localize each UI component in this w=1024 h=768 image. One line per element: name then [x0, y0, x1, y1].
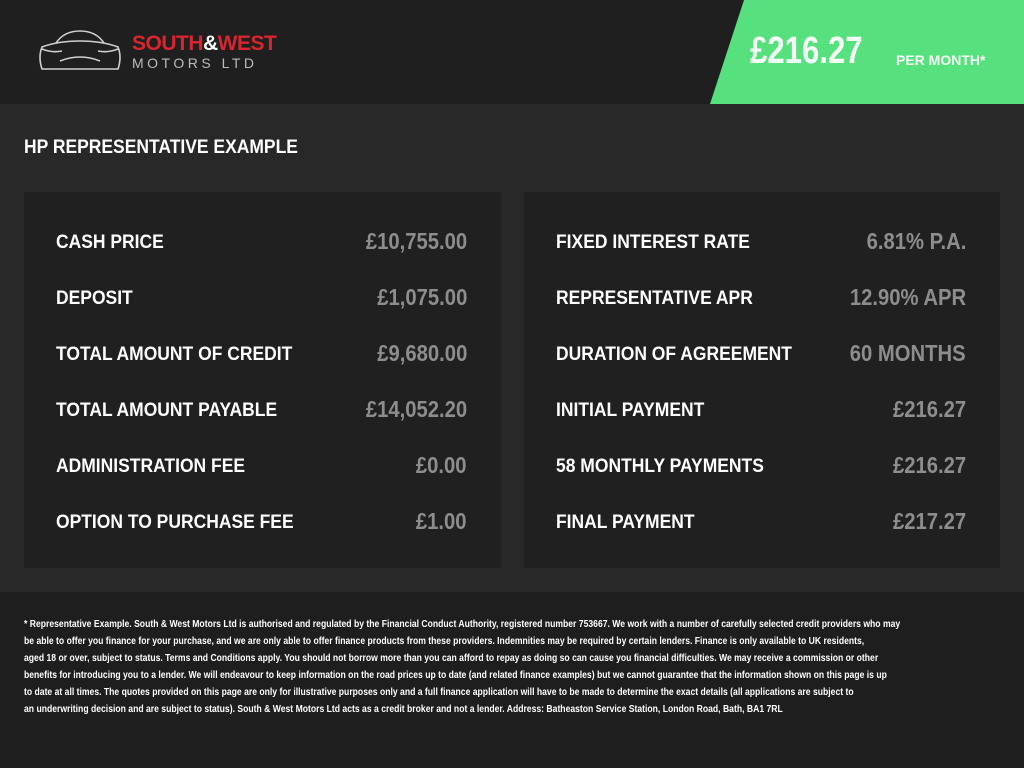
- row-label: FINAL PAYMENT: [556, 512, 695, 533]
- row-label: DEPOSIT: [56, 288, 133, 309]
- row-label: CASH PRICE: [56, 232, 164, 253]
- row-value: £216.27: [892, 452, 966, 478]
- brand-name: SOUTH&WEST: [132, 32, 277, 55]
- row-label: TOTAL AMOUNT PAYABLE: [56, 400, 278, 421]
- row-value: £1.00: [416, 508, 467, 534]
- per-month-label: PER MONTH*: [896, 52, 986, 68]
- row-label: FIXED INTEREST RATE: [556, 232, 750, 253]
- footer: * Representative Example. South & West M…: [0, 592, 1024, 768]
- row-label: TOTAL AMOUNT OF CREDIT: [56, 344, 293, 365]
- row-value: 60 MONTHS: [850, 340, 966, 366]
- disclaimer-line: an underwriting decision and are subject…: [24, 703, 783, 715]
- finance-panel-left: CASH PRICE £10,755.00 DEPOSIT £1,075.00 TO…: [24, 192, 501, 568]
- monthly-price-badge: £216.27 PER MONTH*: [710, 0, 1024, 104]
- disclaimer-line: to date at all times. The quotes provide…: [24, 686, 854, 698]
- section-title: HP REPRESENTATIVE EXAMPLE: [24, 137, 298, 158]
- disclaimer-line: benefits for introducing you to a lender…: [24, 669, 887, 681]
- row-label: REPRESENTATIVE APR: [556, 288, 753, 309]
- disclaimer: * Representative Example. South & West M…: [24, 616, 1024, 718]
- row-value: £1,075.00: [376, 284, 467, 310]
- finance-row: 58 MONTHLY PAYMENTS £216.27: [524, 450, 1000, 506]
- row-label: 58 MONTHLY PAYMENTS: [556, 456, 764, 477]
- row-value: £10,755.00: [365, 228, 467, 254]
- logo[interactable]: SOUTH&WEST MOTORS LTD: [38, 26, 308, 78]
- finance-panel-right: FIXED INTEREST RATE 6.81% P.A. REPRESENTA…: [524, 192, 1000, 568]
- finance-row: REPRESENTATIVE APR 12.90% APR: [524, 282, 1000, 338]
- finance-row: DURATION OF AGREEMENT 60 MONTHS: [524, 338, 1000, 394]
- finance-row: TOTAL AMOUNT PAYABLE £14,052.20: [24, 394, 501, 450]
- finance-row: DEPOSIT £1,075.00: [24, 282, 501, 338]
- finance-row: OPTION TO PURCHASE FEE £1.00: [24, 506, 501, 562]
- row-value: £9,680.00: [376, 340, 467, 366]
- monthly-price: £216.27: [750, 30, 863, 72]
- finance-row: TOTAL AMOUNT OF CREDIT £9,680.00: [24, 338, 501, 394]
- disclaimer-line: * Representative Example. South & West M…: [24, 618, 901, 630]
- disclaimer-line: be able to offer you finance for your pu…: [24, 635, 865, 647]
- row-value: 12.90% APR: [849, 284, 966, 310]
- finance-row: FINAL PAYMENT £217.27: [524, 506, 1000, 562]
- finance-row: ADMINISTRATION FEE £0.00: [24, 450, 501, 506]
- finance-row: FIXED INTEREST RATE 6.81% P.A.: [524, 226, 1000, 282]
- row-value: £14,052.20: [365, 396, 467, 422]
- row-value: £216.27: [892, 396, 966, 422]
- disclaimer-line: aged 18 or over, subject to status. Term…: [24, 652, 879, 664]
- row-label: ADMINISTRATION FEE: [56, 456, 246, 477]
- row-value: 6.81% P.A.: [866, 228, 966, 254]
- row-label: INITIAL PAYMENT: [556, 400, 705, 421]
- row-value: £217.27: [892, 508, 966, 534]
- row-label: OPTION TO PURCHASE FEE: [56, 512, 294, 533]
- finance-row: CASH PRICE £10,755.00: [24, 226, 501, 282]
- header: SOUTH&WEST MOTORS LTD £216.27 PER MONTH*: [0, 0, 1024, 104]
- brand-subtitle: MOTORS LTD: [132, 55, 258, 71]
- row-label: DURATION OF AGREEMENT: [556, 344, 792, 365]
- row-value: £0.00: [416, 452, 467, 478]
- car-icon: [39, 30, 121, 70]
- finance-row: INITIAL PAYMENT £216.27: [524, 394, 1000, 450]
